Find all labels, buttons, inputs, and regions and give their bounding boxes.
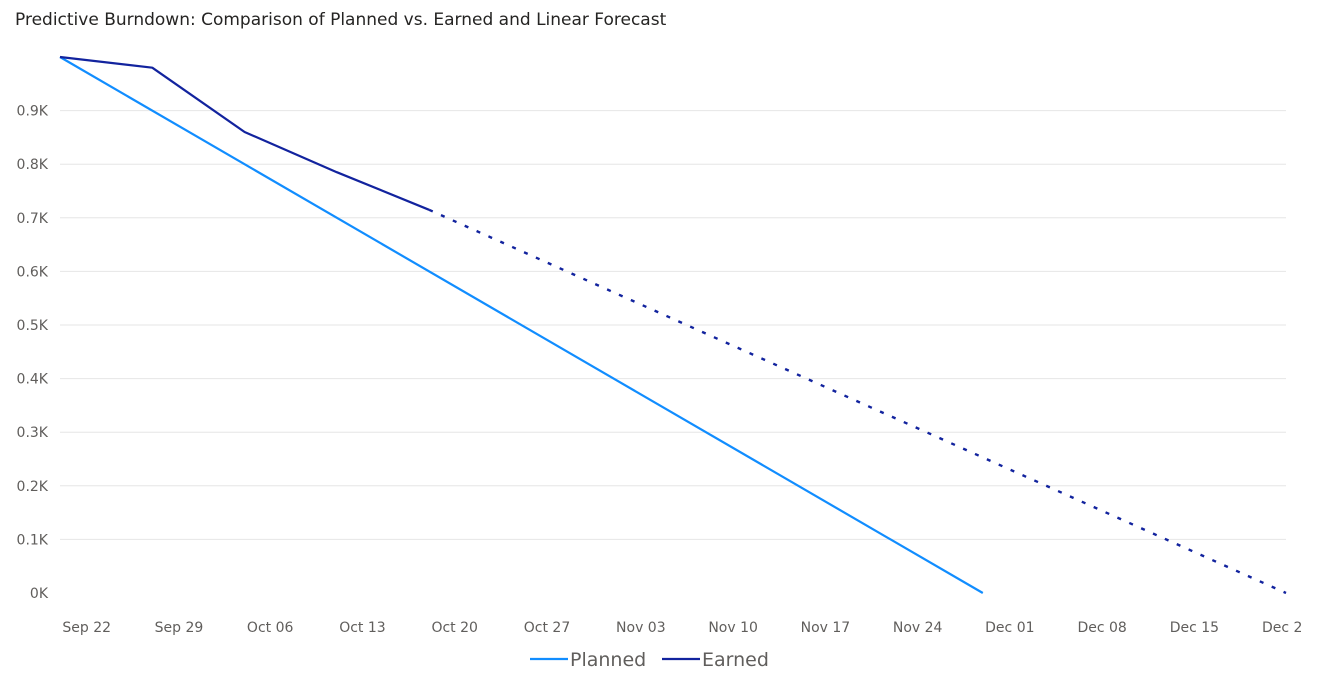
x-tick-label: Nov 24 (893, 620, 943, 636)
y-tick-label: 0.7K (17, 211, 49, 227)
grid-lines (60, 110, 1286, 540)
y-tick-label: 0.3K (17, 425, 49, 441)
y-tick-label: 0.4K (17, 372, 49, 388)
series-lines (59, 55, 1287, 595)
x-tick-label: Oct 27 (524, 620, 570, 636)
legend-item-planned[interactable]: Planned (530, 649, 646, 671)
x-axis-ticks: Sep 22 Sep 29 Oct 06 Oct 13 Oct 20 Oct 27 Nov … (62, 620, 1302, 636)
y-axis-ticks: 0K 0.1K 0.2K 0.3K 0.4K 0.5K 0.6K 0.7K 0.8K 0.9K (17, 104, 49, 602)
x-tick-label: Sep 22 (62, 620, 111, 636)
legend-label: Earned (702, 649, 769, 671)
legend-label: Planned (570, 649, 646, 671)
x-tick-label: Oct 06 (247, 620, 294, 636)
x-tick-label: Nov 03 (616, 620, 666, 636)
chart-title: Predictive Burndown: Comparison of Plann… (15, 10, 667, 30)
legend-item-earned[interactable]: Earned (662, 649, 769, 671)
y-tick-label: 0K (30, 586, 49, 602)
y-tick-label: 0.9K (17, 104, 49, 120)
x-tick-label: Dec 08 (1077, 620, 1126, 636)
x-tick-label: Nov 10 (708, 620, 758, 636)
y-tick-label: 0.8K (17, 157, 49, 173)
legend[interactable]: Planned Earned (530, 649, 769, 671)
y-tick-label: 0.1K (17, 532, 49, 548)
x-tick-label: Sep 29 (155, 620, 204, 636)
x-tick-label: Oct 20 (431, 620, 477, 636)
y-tick-label: 0.6K (17, 264, 49, 280)
y-tick-label: 0.2K (17, 479, 49, 495)
y-tick-label: 0.5K (17, 318, 49, 334)
x-tick-label: Nov 17 (801, 620, 851, 636)
x-tick-label: Dec 2 (1262, 620, 1302, 636)
x-tick-label: Dec 15 (1170, 620, 1219, 636)
series-line-planned (59, 56, 984, 594)
series-line-earned (59, 55, 430, 211)
x-tick-label: Oct 13 (339, 620, 385, 636)
x-tick-label: Dec 01 (985, 620, 1034, 636)
series-line-earned-forecast (428, 208, 1287, 595)
